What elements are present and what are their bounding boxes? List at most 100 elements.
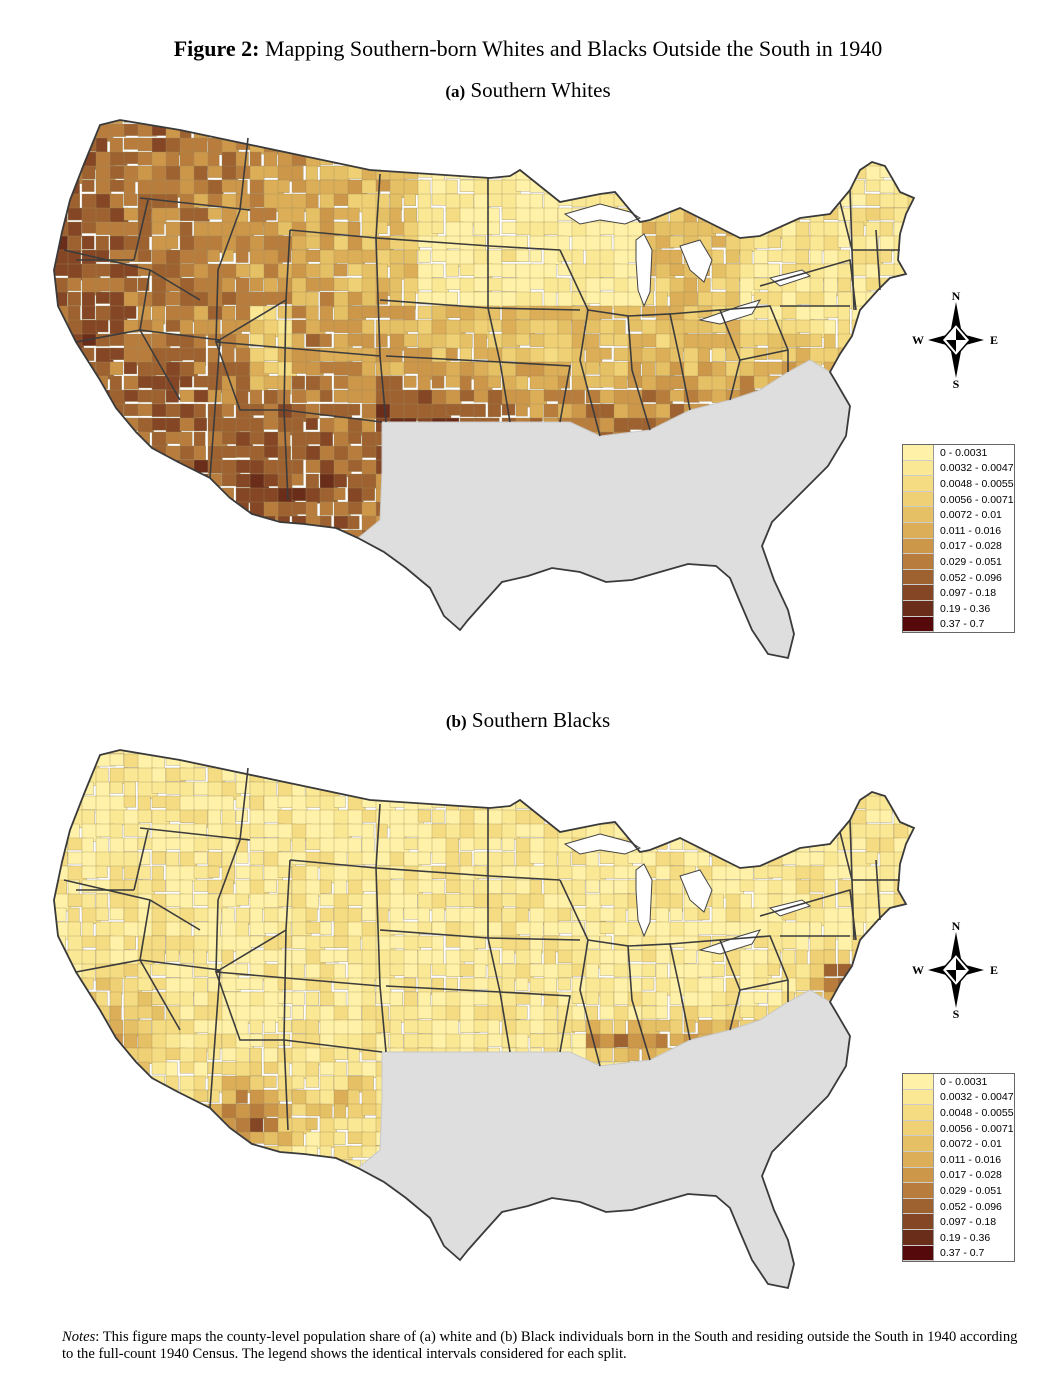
county-cell [809, 977, 825, 991]
county-cell [473, 613, 486, 633]
county-cell [823, 879, 836, 896]
county-cell [837, 249, 851, 264]
county-cell [417, 613, 434, 629]
county-cell [137, 417, 154, 433]
county-cell [557, 963, 573, 978]
county-cell [753, 235, 770, 249]
county-cell [697, 151, 710, 165]
county-cell [263, 543, 281, 559]
county-cell [936, 222, 940, 238]
legend-swatch [903, 600, 934, 617]
county-cell [431, 753, 449, 769]
county-cell [922, 768, 935, 785]
county-cell [879, 557, 893, 574]
county-cell [291, 627, 312, 645]
county-cell [40, 628, 53, 644]
county-cell [277, 655, 292, 658]
county-cell [487, 627, 500, 643]
county-cell [389, 235, 407, 250]
county-cell [907, 389, 914, 404]
county-cell [263, 599, 283, 615]
county-cell [333, 1117, 349, 1130]
county-cell [865, 1047, 880, 1066]
county-cell [879, 543, 898, 562]
county-cell [739, 193, 753, 208]
county-cell [319, 1215, 334, 1231]
county-cell [697, 627, 712, 646]
county-cell [375, 767, 396, 782]
county-cell [585, 750, 604, 756]
county-cell [221, 1061, 238, 1075]
county-cell [571, 221, 587, 237]
county-cell [319, 1047, 336, 1064]
county-cell [333, 571, 352, 584]
county-cell [333, 1047, 348, 1060]
county-cell [683, 795, 703, 810]
county-cell [305, 529, 319, 546]
county-cell [109, 963, 126, 979]
county-cell [305, 263, 321, 278]
county-cell [193, 921, 210, 937]
county-cell [319, 291, 336, 308]
county-cell [431, 375, 445, 389]
legend-label: 0.0072 - 0.01 [940, 509, 1002, 522]
county-cell [319, 921, 332, 936]
county-cell [557, 221, 575, 237]
county-cell [81, 613, 96, 631]
county-cell [823, 1201, 844, 1220]
county-cell [922, 208, 935, 222]
county-cell [207, 1117, 221, 1135]
county-cell [669, 137, 684, 152]
county-cell [851, 767, 867, 783]
county-cell [389, 750, 404, 753]
county-cell [515, 179, 532, 192]
county-cell [809, 151, 826, 165]
county-cell [291, 179, 307, 193]
county-cell [487, 1005, 503, 1022]
county-cell [936, 404, 940, 416]
county-cell [809, 613, 827, 626]
county-cell [515, 767, 532, 782]
county-cell [81, 837, 94, 854]
county-cell [67, 935, 84, 951]
county-cell [781, 809, 800, 826]
county-cell [54, 1187, 55, 1201]
county-cell [669, 627, 683, 640]
county-cell [95, 641, 110, 658]
county-cell [599, 795, 613, 808]
county-cell [291, 935, 308, 949]
county-cell [54, 1005, 74, 1023]
county-cell [487, 750, 501, 753]
legend-swatch [903, 585, 934, 601]
county-cell [865, 991, 884, 1008]
county-cell [711, 781, 728, 799]
county-cell [795, 935, 809, 952]
county-cell [123, 557, 140, 576]
county-cell [305, 599, 319, 613]
county-cell [235, 375, 252, 393]
county-cell [459, 319, 477, 333]
county-cell [249, 221, 264, 236]
county-cell [291, 473, 304, 486]
county-cell [879, 235, 895, 252]
county-cell [683, 277, 698, 294]
county-cell [669, 781, 684, 795]
county-cell [459, 120, 479, 126]
county-cell [599, 781, 618, 795]
county-cell [137, 1089, 154, 1108]
county-cell [865, 837, 880, 854]
county-cell [347, 543, 367, 557]
county-cell [179, 1187, 193, 1204]
county-cell [795, 879, 810, 897]
county-cell [711, 361, 727, 378]
county-cell [221, 613, 242, 630]
county-cell [655, 123, 671, 141]
county-cell [40, 894, 53, 909]
county-cell [54, 1187, 68, 1203]
county-cell [221, 599, 242, 618]
county-cell [823, 1145, 843, 1164]
county-cell [613, 1005, 629, 1021]
county-cell [557, 627, 576, 645]
county-cell [306, 670, 325, 680]
county-cell [893, 977, 907, 993]
